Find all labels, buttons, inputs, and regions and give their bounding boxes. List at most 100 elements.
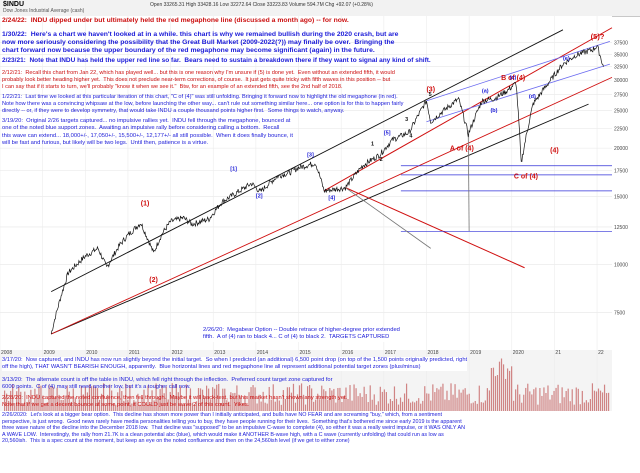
- volume-bar: [12, 384, 14, 411]
- volume-bar: [420, 403, 422, 411]
- volume-bar: [323, 389, 325, 411]
- volume-bar: [412, 401, 414, 411]
- volume-bar: [52, 386, 54, 411]
- volume-bar: [399, 397, 402, 411]
- volume-bar: [393, 386, 396, 411]
- volume-bar: [387, 403, 389, 411]
- volume-bar: [80, 385, 82, 411]
- volume-bar: [161, 385, 163, 411]
- volume-bar: [428, 393, 430, 411]
- volume-bar: [585, 400, 587, 411]
- volume-bar: [557, 384, 559, 411]
- volume-bar: [309, 384, 311, 411]
- volume-bar: [34, 388, 36, 411]
- volume-bar: [26, 401, 28, 411]
- wave-label-se: (e): [563, 56, 570, 62]
- volume-bar: [450, 383, 452, 411]
- volume-bar: [355, 388, 357, 411]
- volume-bar: [605, 393, 608, 411]
- volume-bar: [8, 400, 10, 411]
- volume-bar: [270, 399, 272, 411]
- volume-bar: [397, 404, 400, 411]
- volume-bar: [181, 404, 183, 411]
- annotation-megabear: 2/26/20: Megabear Option -- Double retra…: [203, 327, 400, 342]
- volume-bar: [531, 394, 533, 411]
- volume-bar: [244, 395, 246, 411]
- volume-bar: [222, 388, 224, 411]
- volume-bar: [603, 384, 606, 411]
- wave-label-p2: 2: [380, 157, 383, 163]
- volume-bar: [486, 388, 488, 411]
- volume-bar: [587, 402, 589, 411]
- wave-label-c4: C of (4): [514, 173, 538, 180]
- volume-bar: [478, 385, 480, 411]
- volume-bar: [268, 386, 270, 411]
- volume-bar: [573, 404, 575, 411]
- volume-bar: [347, 399, 349, 411]
- volume-bar: [40, 385, 42, 411]
- volume-bar: [260, 401, 262, 411]
- chart-stats: Open 33265.31 High 33428.16 Low 32272.64…: [150, 2, 373, 8]
- volume-bar: [98, 399, 101, 411]
- volume-bar: [446, 390, 448, 411]
- volume-bar: [482, 402, 484, 411]
- volume-bar: [527, 383, 529, 411]
- volume-bar: [274, 401, 276, 411]
- volume-bar: [535, 387, 537, 411]
- volume-bar: [416, 400, 418, 411]
- volume-bar: [18, 386, 20, 411]
- gray-pointer-line: [467, 134, 470, 232]
- volume-bar: [335, 402, 337, 411]
- volume-bar: [32, 402, 34, 411]
- wave-labels: (1) (2) (3) (4) (5)? A of (4) B of (4) C of (4)…: [141, 32, 605, 284]
- volume-bar: [167, 399, 169, 411]
- annotation-2-12-21: 2/12/21: Recall this chart from Jan 22, …: [2, 70, 395, 90]
- volume-bar: [476, 403, 478, 411]
- volume-bar: [369, 385, 371, 411]
- volume-bar: [569, 401, 571, 411]
- volume-bar: [537, 404, 539, 411]
- annotation-2-26-2020: 2/26/2020: Let's look at a bigger bear o…: [2, 412, 465, 445]
- wave-label-s4: [4]: [328, 196, 335, 202]
- volume-bar: [266, 403, 268, 411]
- volume-bar: [577, 388, 579, 411]
- volume-bar: [401, 401, 404, 411]
- wave-label-sc: (c): [510, 75, 517, 81]
- volume-bar: [30, 389, 32, 411]
- volume-bar: [66, 385, 68, 411]
- volume-bar: [553, 390, 555, 411]
- volume-bar: [563, 397, 565, 411]
- volume-bar: [58, 394, 60, 411]
- volume-bar: [36, 394, 38, 411]
- volume-bar: [559, 403, 561, 411]
- plot-background: [0, 16, 612, 411]
- volume-bar: [50, 385, 52, 411]
- annotation-2-28-20: 2/28/20: INDU captured the noted conflue…: [2, 395, 348, 409]
- volume-bar: [460, 392, 462, 411]
- x-tick-label: 2010: [86, 350, 97, 356]
- volume-bar: [601, 392, 604, 411]
- volume-bar: [462, 389, 464, 411]
- volume-bar: [149, 403, 151, 411]
- volume-bar: [214, 388, 216, 411]
- volume-bar: [107, 394, 109, 411]
- volume-bar: [385, 392, 387, 411]
- volume-bar: [201, 389, 204, 411]
- y-tick-label: 7500: [614, 311, 625, 317]
- volume-bar: [147, 385, 149, 411]
- volume-bar: [256, 403, 258, 411]
- volume-bar: [325, 391, 327, 411]
- volume-bar: [90, 386, 93, 411]
- volume-bar: [496, 375, 499, 411]
- volume-bar: [141, 397, 143, 411]
- volume-bar: [262, 391, 264, 411]
- volume-bar: [410, 402, 412, 411]
- volume-bar: [46, 402, 48, 411]
- volume-bar: [183, 404, 185, 411]
- volume-bar: [456, 397, 458, 411]
- volume-bar: [74, 397, 76, 411]
- volume-bar: [418, 398, 420, 411]
- volume-bar: [525, 387, 527, 411]
- chart-subtitle: Dow Jones Industrial Average (cash): [3, 8, 85, 14]
